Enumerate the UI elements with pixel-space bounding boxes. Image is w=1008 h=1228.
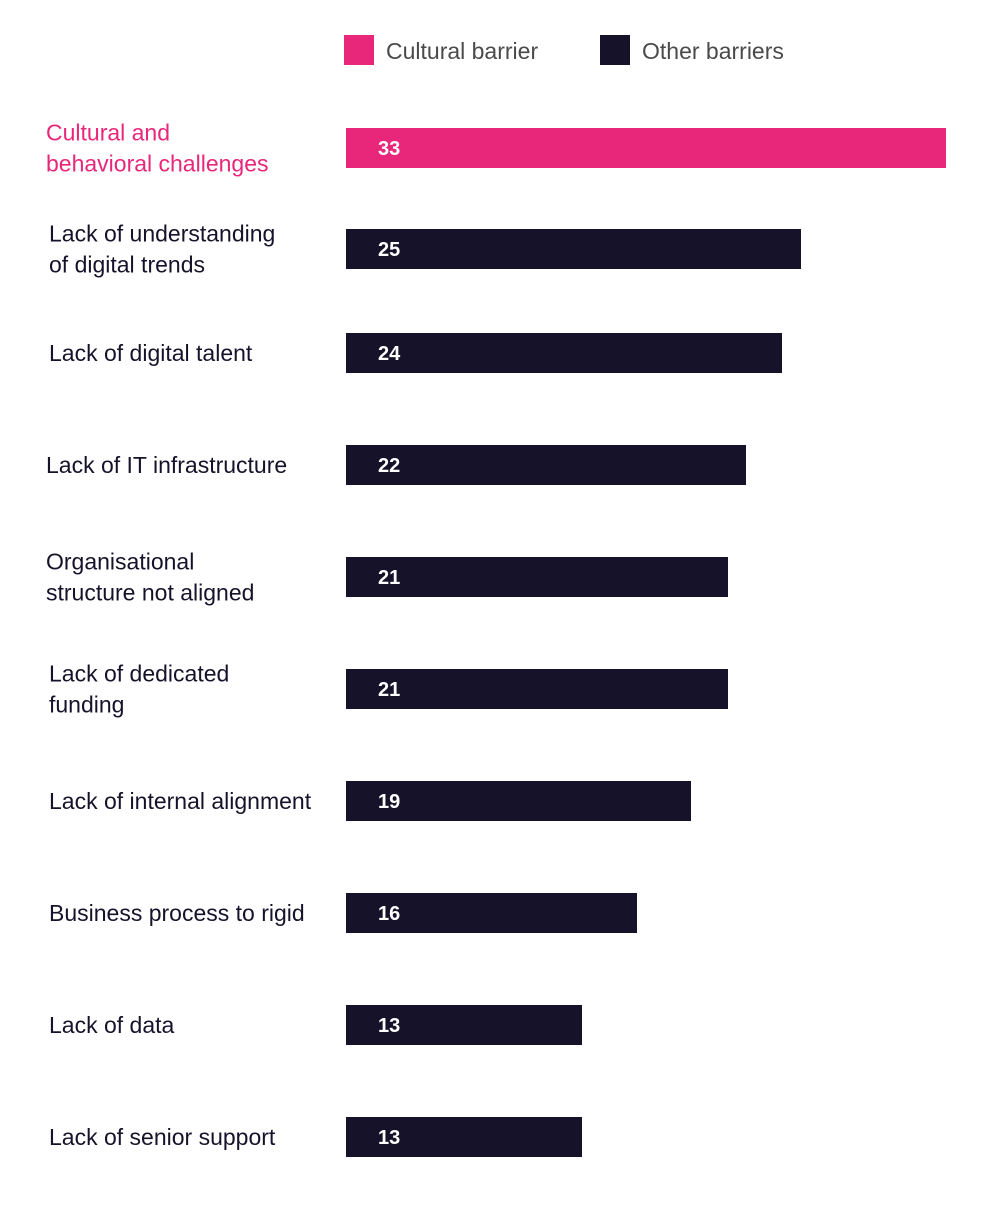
- legend-label-0: Cultural barrier: [386, 38, 538, 64]
- bar-9: [346, 1117, 582, 1157]
- category-label-2: Lack of digital talent: [49, 340, 253, 366]
- category-label-7: Business process to rigid: [49, 900, 305, 926]
- bar-8: [346, 1005, 582, 1045]
- bar-6: [346, 781, 691, 821]
- legend-label-1: Other barriers: [642, 38, 784, 64]
- bar-4: [346, 557, 728, 597]
- bar-0: [346, 128, 946, 168]
- bar-value-label-5: 21: [378, 679, 400, 701]
- bar-value-label-4: 21: [378, 567, 400, 589]
- bar-value-label-6: 19: [378, 791, 400, 813]
- bar-value-label-0: 33: [378, 138, 400, 160]
- legend: Cultural barrier Other barriers: [344, 35, 784, 65]
- category-label-6: Lack of internal alignment: [49, 788, 312, 814]
- bar-value-label-3: 22: [378, 455, 400, 477]
- bar-2: [346, 333, 782, 373]
- bar-value-label-8: 13: [378, 1015, 400, 1037]
- bar-value-label-2: 24: [378, 343, 401, 365]
- bar-3: [346, 445, 746, 485]
- category-label-9: Lack of senior support: [49, 1124, 276, 1150]
- category-label-8: Lack of data: [49, 1012, 175, 1038]
- category-label-5: Lack of dedicated funding: [49, 661, 229, 718]
- bar-5: [346, 669, 728, 709]
- category-label-3: Lack of IT infrastructure: [46, 452, 287, 478]
- bar-value-label-1: 25: [378, 239, 400, 261]
- category-label-0: Cultural and behavioral challenges: [46, 120, 269, 177]
- bars-group: 33 25 24 22 21 21 19 16 13 13: [346, 128, 946, 1157]
- bar-7: [346, 893, 637, 933]
- bar-value-label-7: 16: [378, 903, 400, 925]
- legend-swatch-0: [344, 35, 374, 65]
- bar-value-label-9: 13: [378, 1127, 400, 1149]
- bar-1: [346, 229, 801, 269]
- category-labels: Cultural and behavioral challenges Lack of…: [46, 120, 312, 1151]
- category-label-1: Lack of understanding of digital trends: [49, 221, 275, 278]
- category-label-4: Organisational structure not aligned: [46, 549, 254, 606]
- legend-swatch-1: [600, 35, 630, 65]
